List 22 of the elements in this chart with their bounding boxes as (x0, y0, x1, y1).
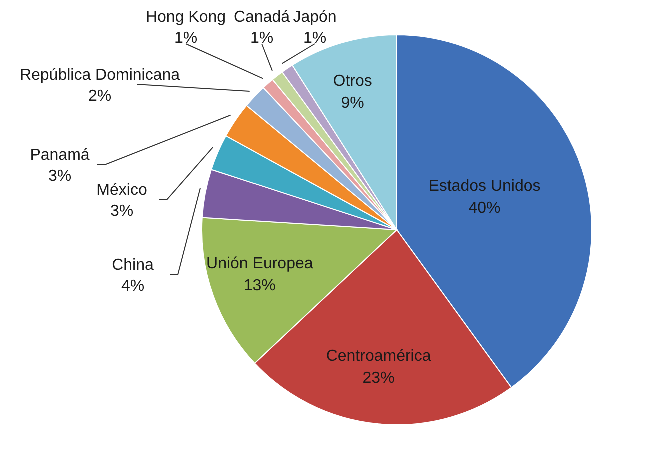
data-label: 2% (88, 88, 112, 105)
data-label: 13% (244, 278, 276, 295)
slice-label: China (112, 257, 154, 274)
data-label: 9% (341, 95, 364, 112)
data-label: 1% (174, 30, 198, 47)
slice-label: Panamá (30, 147, 90, 164)
data-label: 1% (303, 30, 327, 47)
data-label: 1% (250, 30, 274, 47)
data-label: 23% (362, 370, 395, 387)
slice-label: Canadá (234, 9, 290, 26)
data-label: 3% (48, 168, 72, 185)
data-label: 40% (468, 200, 501, 217)
slice-label: Unión Europea (206, 256, 314, 273)
slice-label: Otros (333, 73, 372, 90)
slice-label: Japón (293, 9, 337, 26)
slice-label: Centroamérica (326, 348, 432, 365)
data-label: 4% (121, 278, 145, 295)
slice-label: República Dominicana (20, 67, 180, 84)
slice-label: Estados Unidos (428, 178, 541, 195)
slice-label: México (96, 182, 148, 199)
slice-label: Hong Kong (146, 9, 226, 26)
data-label: 3% (110, 203, 134, 220)
